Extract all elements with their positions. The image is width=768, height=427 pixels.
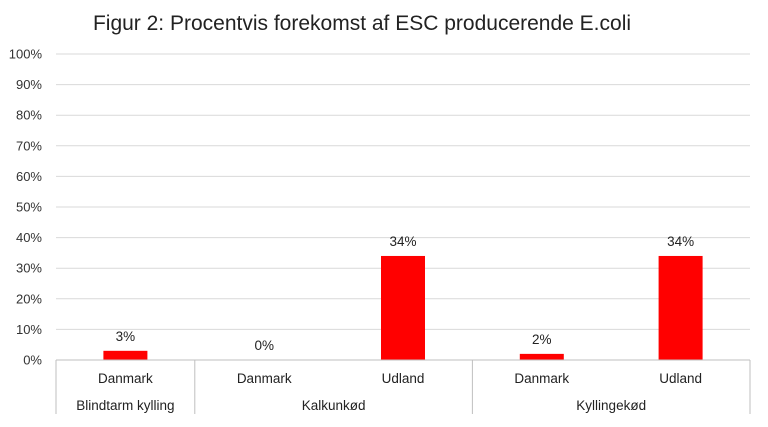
y-tick-label: 70% bbox=[16, 138, 42, 153]
y-tick-label: 100% bbox=[9, 47, 43, 62]
y-tick-label: 80% bbox=[16, 108, 42, 123]
x-axis: Danmark Danmark Udland Danmark Udland Blindta… bbox=[55, 359, 751, 414]
x-group-label: Kyllingekød bbox=[576, 398, 646, 413]
data-label: 3% bbox=[116, 329, 136, 344]
bar bbox=[103, 350, 148, 360]
y-tick-label: 10% bbox=[16, 322, 42, 337]
x-tick-label: Udland bbox=[382, 371, 425, 386]
y-tick-label: 20% bbox=[16, 291, 42, 306]
y-tick-label: 60% bbox=[16, 169, 42, 184]
y-tick-label: 40% bbox=[16, 230, 42, 245]
y-axis-ticks: 0% 10% 20% 30% 40% 50% 60% 70% 80% 90% 100% bbox=[9, 47, 43, 368]
x-group-label: Kalkunkød bbox=[302, 398, 366, 413]
y-tick-label: 50% bbox=[16, 200, 42, 215]
data-label: 34% bbox=[389, 234, 416, 249]
data-labels: 3% 0% 34% 2% 34% bbox=[116, 234, 694, 353]
chart-title: Figur 2: Procentvis forekomst af ESC pro… bbox=[93, 12, 631, 35]
bar bbox=[381, 255, 425, 360]
y-tick-label: 30% bbox=[16, 261, 42, 276]
data-label: 0% bbox=[254, 338, 274, 353]
y-tick-label: 90% bbox=[16, 77, 42, 92]
data-label: 2% bbox=[532, 332, 552, 347]
x-tick-label: Danmark bbox=[98, 371, 153, 386]
x-tick-label: Danmark bbox=[514, 371, 569, 386]
x-tick-label: Udland bbox=[659, 371, 702, 386]
bars bbox=[103, 255, 703, 360]
bar bbox=[519, 353, 564, 360]
x-tick-label: Danmark bbox=[237, 371, 292, 386]
data-label: 34% bbox=[667, 234, 694, 249]
x-group-label: Blindtarm kylling bbox=[76, 398, 174, 413]
gridlines bbox=[56, 53, 750, 361]
bar bbox=[658, 255, 703, 360]
y-tick-label: 0% bbox=[23, 353, 42, 368]
